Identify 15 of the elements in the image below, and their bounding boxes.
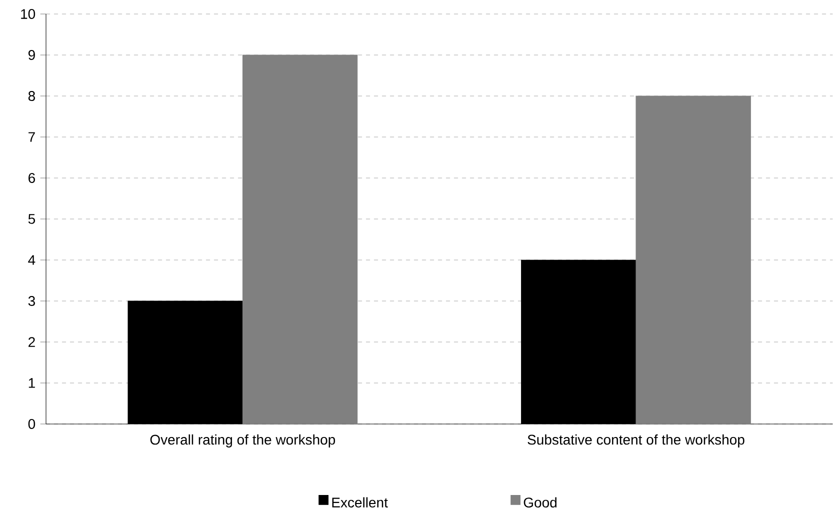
y-tick-label: 4 bbox=[28, 255, 36, 265]
y-tick-label: 5 bbox=[28, 214, 36, 224]
y-tick-label: 8 bbox=[28, 91, 35, 101]
legend-label: Excellent bbox=[332, 497, 388, 508]
y-tick-label: 1 bbox=[28, 378, 35, 388]
y-tick-label: 10 bbox=[21, 9, 36, 19]
y-tick-label: 6 bbox=[28, 173, 35, 183]
y-tick-label: 9 bbox=[28, 50, 35, 60]
y-tick-label: 2 bbox=[28, 337, 35, 347]
x-tick-label: Overall rating of the workshop bbox=[150, 434, 336, 448]
y-tick-label: 7 bbox=[28, 132, 35, 142]
legend-label: Good bbox=[524, 497, 556, 508]
y-tick-label: 3 bbox=[28, 296, 35, 306]
x-tick-label: Substative content of the workshop bbox=[528, 434, 744, 448]
y-tick-label: 0 bbox=[28, 419, 36, 429]
